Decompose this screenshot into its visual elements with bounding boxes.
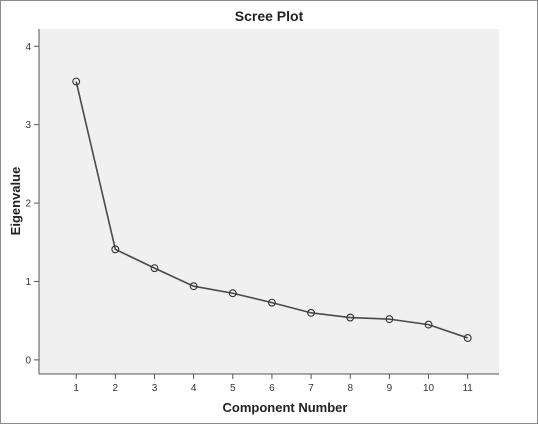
y-tick-label: 4 [25,42,31,53]
data-point [72,77,81,86]
x-axis-ticks: 1 2 3 4 5 6 7 8 9 10 11 [73,374,473,394]
data-point [463,333,472,342]
plot-area [39,29,499,374]
x-tick-label: 5 [230,383,236,394]
data-point [189,282,198,291]
y-tick-label: 0 [25,355,31,366]
x-tick-label: 2 [113,383,119,394]
data-point [111,245,120,254]
x-tick-label: 6 [269,383,275,394]
data-point [385,315,394,324]
x-tick-label: 1 [73,383,79,394]
x-tick-label: 7 [308,383,314,394]
y-tick-label: 1 [25,277,31,288]
y-axis-ticks: 0 1 2 3 4 [25,42,39,366]
x-tick-label: 3 [152,383,158,394]
y-tick-label: 2 [25,199,31,210]
y-tick-label: 3 [25,120,31,131]
x-tick-label: 9 [387,383,393,394]
data-point [267,298,276,307]
series-line [75,81,468,339]
data-point [150,264,159,273]
y-axis-label: Eigenvalue [8,167,23,236]
data-point [307,308,316,317]
x-tick-label: 4 [191,383,197,394]
data-point [346,313,355,322]
x-tick-label: 11 [462,383,473,394]
chart-title: Scree Plot [235,8,304,24]
series-group [72,77,472,342]
x-axis-label: Component Number [223,400,348,415]
data-point [228,289,237,298]
x-tick-label: 10 [423,383,435,394]
x-tick-label: 8 [347,383,353,394]
data-point [424,320,433,329]
